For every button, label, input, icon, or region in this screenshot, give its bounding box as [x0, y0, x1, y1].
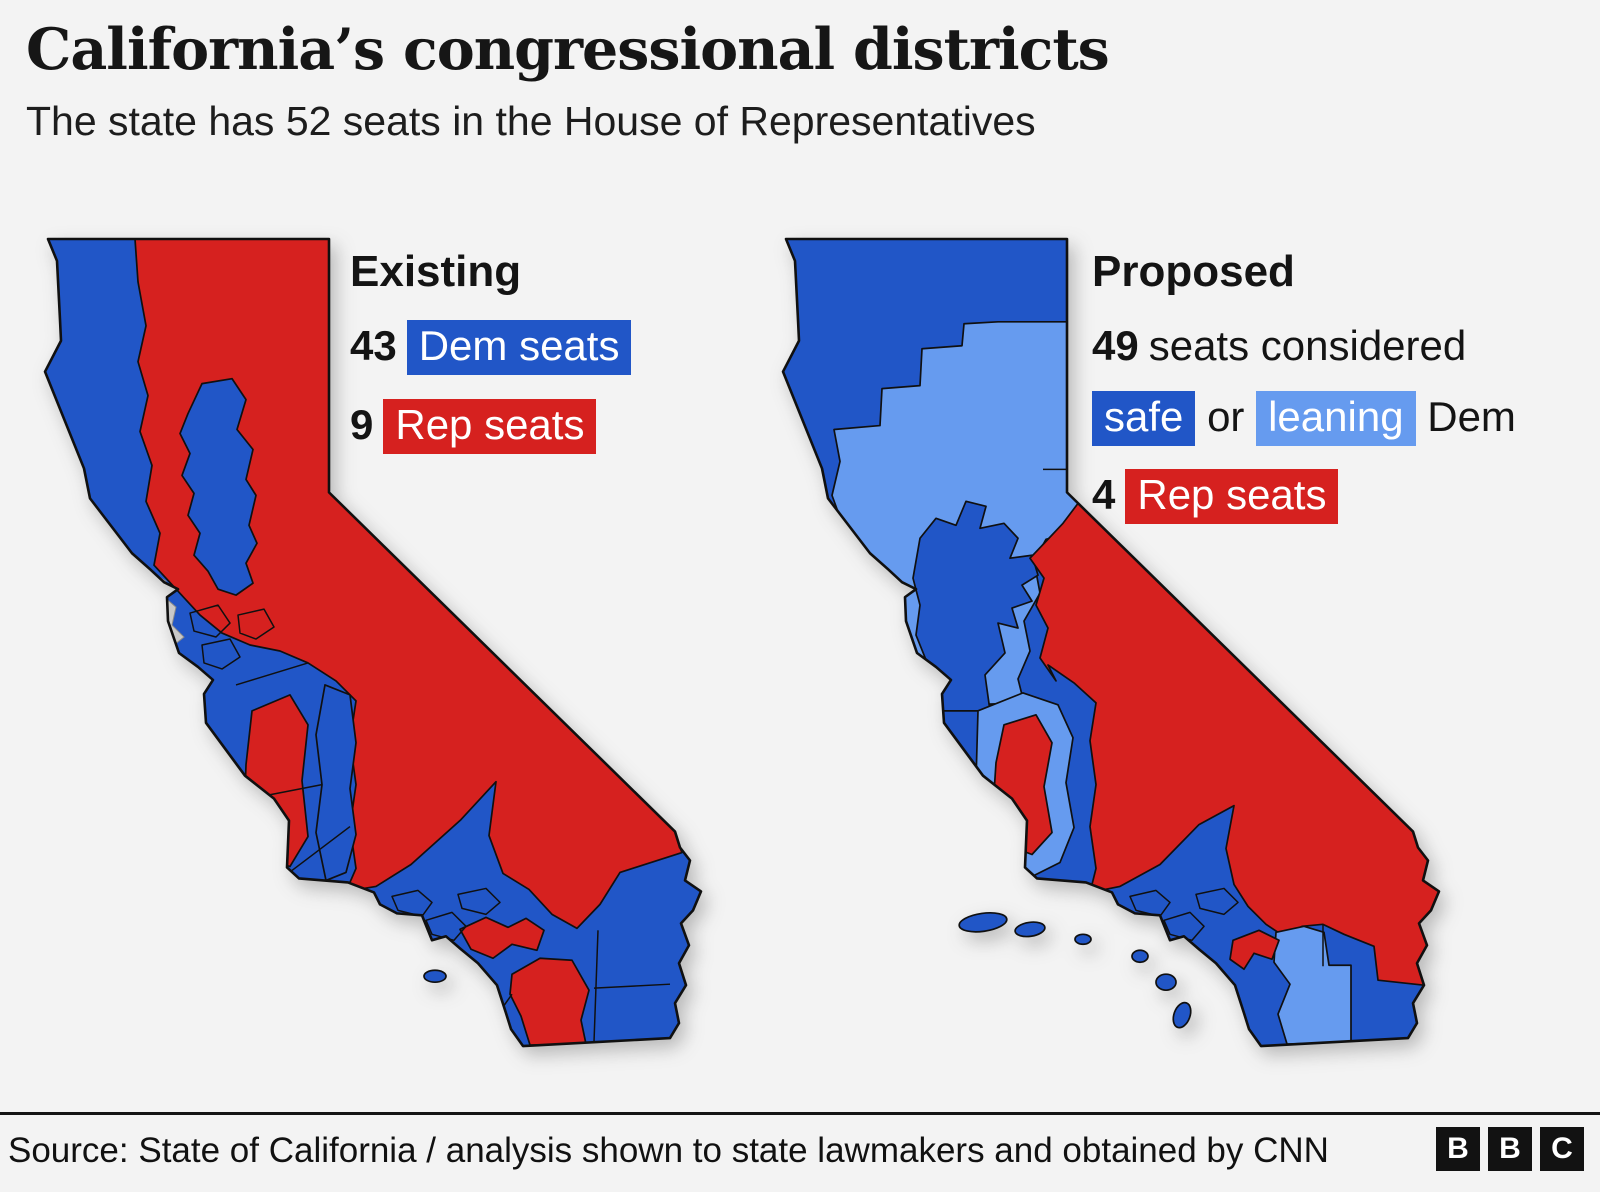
california-outline [43, 237, 703, 1048]
legend-proposed: Proposed 49 seats considered safe or lean… [1092, 247, 1516, 524]
legend-proposed-title: Proposed [1092, 247, 1295, 296]
dem-text: Dem [1427, 392, 1516, 440]
rep-district-region [509, 957, 590, 1046]
rep-district-region [992, 713, 1053, 856]
legend-dem-row: 43 Dem seats [350, 320, 632, 375]
dem-seat-count: 43 [350, 322, 397, 369]
bbc-logo-letter: C [1540, 1127, 1584, 1171]
or-text: or [1207, 392, 1245, 440]
rep-seat-count: 9 [350, 400, 374, 448]
dem-district-region [315, 684, 357, 882]
rep-district-region [243, 694, 309, 868]
rep-seats-chip: Rep seats [1125, 469, 1339, 524]
bbc-logo-icon: B B C [1436, 1127, 1584, 1171]
map-proposed-districts [781, 237, 1441, 1048]
safe-dem-chip: safe [1092, 390, 1196, 446]
legend-dem-row-line1: 49 seats considered [1092, 320, 1516, 373]
california-outline [781, 237, 1441, 1048]
legend-rep-row: 9 Rep seats [350, 398, 631, 454]
legend-rep-row: 4 Rep seats [1092, 469, 1516, 524]
footer-divider [0, 1112, 1600, 1115]
page-title: California’s congressional districts [26, 16, 1110, 83]
legend-dem-row-line2: safe or leaning Dem [1092, 390, 1516, 446]
channel-islands [958, 911, 1192, 1029]
legend-existing: Existing 43 Dem seats 9 Rep seats [350, 247, 632, 454]
dem-district-region [179, 377, 258, 596]
rep-district-region [459, 916, 545, 960]
leaning-dem-chip: leaning [1256, 390, 1416, 446]
legend-existing-title: Existing [350, 247, 522, 296]
rep-seat-count: 4 [1092, 471, 1116, 518]
bbc-logo-letter: B [1436, 1127, 1480, 1171]
dem-seats-text: seats considered [1148, 322, 1467, 369]
dem-seats-chip: Dem seats [406, 320, 632, 375]
rep-district-region [1229, 929, 1280, 971]
source-attribution: Source: State of California / analysis s… [8, 1131, 1329, 1170]
rep-seats-chip: Rep seats [383, 398, 597, 454]
page-subtitle: The state has 52 seats in the House of R… [26, 98, 1036, 144]
dem-seat-count: 49 [1092, 322, 1139, 369]
channel-island [423, 969, 447, 984]
bbc-logo-letter: B [1488, 1127, 1532, 1171]
